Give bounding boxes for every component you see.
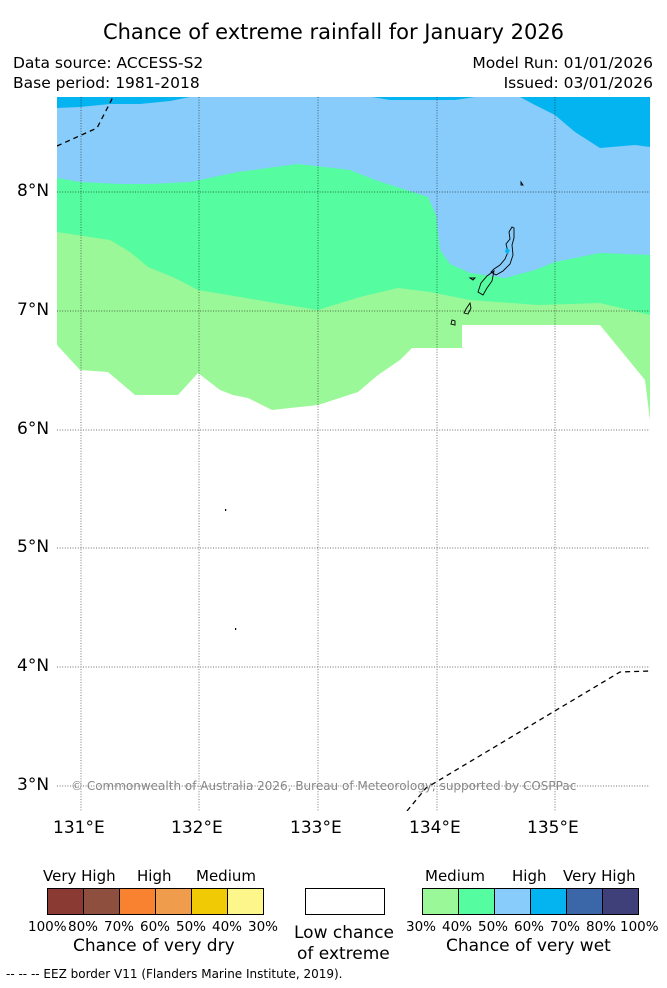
lat-label-3n: 3°N	[17, 775, 50, 795]
palau-babeldaob-island	[490, 226, 515, 276]
wet-pct-70: 70%	[550, 919, 581, 935]
dry-high-label: High	[137, 867, 172, 885]
dry-pct-100: 100%	[28, 919, 67, 935]
dry-swatch-3	[155, 888, 192, 915]
lat-label-6n: 6°N	[17, 419, 50, 439]
wet-swatch-3	[530, 888, 567, 915]
dry-caption: Chance of very dry	[73, 936, 235, 956]
wet-swatch-2	[494, 888, 531, 915]
dry-swatch-1	[83, 888, 120, 915]
lon-label-133e: 133°E	[290, 818, 342, 838]
dry-very-high-label: Very High	[43, 867, 116, 885]
palau-angaur-island	[450, 319, 456, 326]
tobi-islet	[235, 628, 237, 630]
low-chance-caption-1: Low chance	[294, 923, 394, 943]
sonsorol-islet	[225, 509, 227, 511]
palau-peleliu-island	[463, 301, 472, 315]
lat-label-8n: 8°N	[17, 181, 50, 201]
lon-label-135e: 135°E	[527, 818, 579, 838]
dry-swatch-0	[47, 888, 84, 915]
model-run-label: Model Run: 01/01/2026	[472, 54, 653, 72]
palau-lake	[505, 248, 510, 254]
lon-label-132e: 132°E	[171, 818, 223, 838]
map-title: Chance of extreme rainfall for January 2…	[102, 20, 565, 44]
eez-border-northwest	[57, 97, 114, 147]
issued-label: Issued: 03/01/2026	[503, 74, 653, 92]
wet-60-70-region-top	[57, 97, 190, 108]
palau-rock-islands	[477, 269, 495, 296]
dry-pct-60: 60%	[140, 919, 171, 935]
copyright-notice: © Commonwealth of Australia 2026, Bureau…	[71, 779, 577, 793]
lat-label-4n: 4°N	[17, 656, 50, 676]
palau-small-islet	[468, 277, 477, 281]
dry-swatch-5	[227, 888, 264, 915]
wet-60-70-region-northeast	[520, 97, 650, 148]
wet-pct-60: 60%	[514, 919, 545, 935]
dry-medium-label: Medium	[196, 867, 256, 885]
wet-swatch-0	[422, 888, 459, 915]
wet-pct-30: 30%	[406, 919, 437, 935]
dry-swatch-2	[119, 888, 156, 915]
wet-pct-80: 80%	[586, 919, 617, 935]
lon-label-134e: 134°E	[409, 818, 461, 838]
base-period-label: Base period: 1981-2018	[13, 74, 200, 92]
lat-label-7n: 7°N	[17, 300, 50, 320]
lon-label-131e: 131°E	[53, 818, 105, 838]
palau-kayangel-island	[520, 180, 524, 186]
wet-very-high-label: Very High	[563, 867, 636, 885]
dry-swatch-4	[191, 888, 228, 915]
data-source-label: Data source: ACCESS-S2	[13, 54, 204, 72]
dry-pct-30: 30%	[248, 919, 279, 935]
low-chance-swatch	[305, 888, 385, 915]
lat-label-5n: 5°N	[17, 537, 50, 557]
wet-pct-40: 40%	[442, 919, 473, 935]
wet-pct-100: 100%	[620, 919, 659, 935]
eez-border-southeast	[406, 670, 650, 811]
wet-60-70-region-strip	[372, 97, 475, 100]
wet-high-label: High	[512, 867, 547, 885]
wet-50-60-region	[57, 97, 650, 278]
wet-swatch-5	[602, 888, 639, 915]
dry-pct-70: 70%	[104, 919, 135, 935]
wet-pct-50: 50%	[478, 919, 509, 935]
wet-caption: Chance of very wet	[446, 936, 611, 956]
wet-medium-label: Medium	[425, 867, 485, 885]
dry-pct-80: 80%	[68, 919, 99, 935]
low-chance-caption-2: of extreme	[297, 944, 390, 964]
dry-pct-40: 40%	[212, 919, 243, 935]
wet-swatch-1	[458, 888, 495, 915]
eez-footnote: -- -- -- EEZ border V11 (Flanders Marine…	[6, 967, 343, 981]
dry-pct-50: 50%	[176, 919, 207, 935]
wet-swatch-4	[566, 888, 603, 915]
